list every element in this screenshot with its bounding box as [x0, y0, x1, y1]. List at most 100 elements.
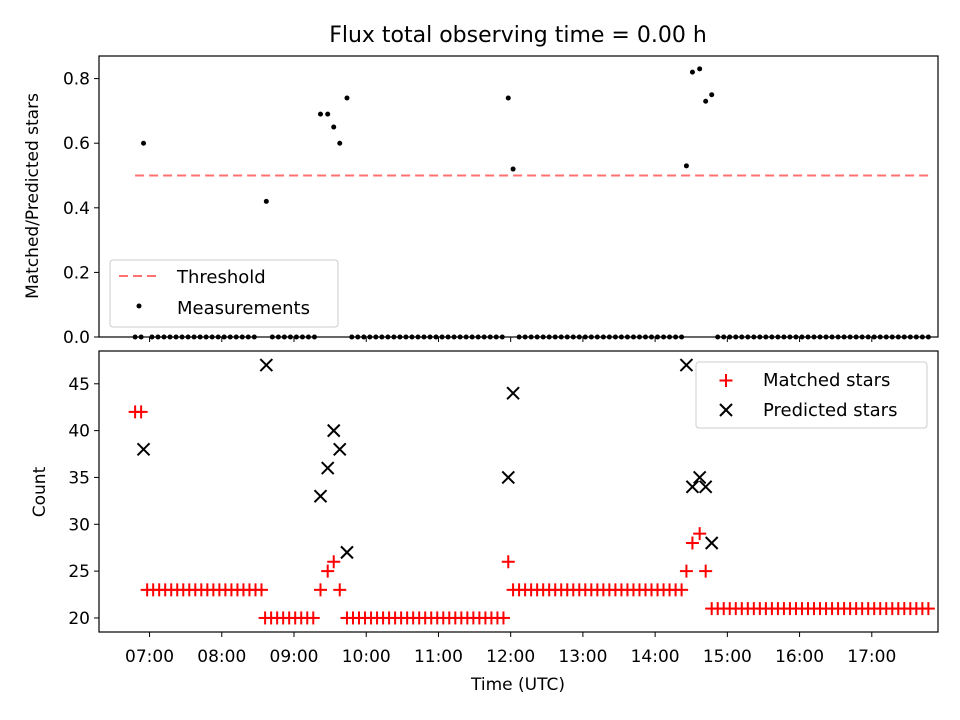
cross-stroke-b	[704, 536, 719, 550]
cross-stroke-b	[313, 489, 328, 503]
y-tick-label: 40	[68, 422, 90, 442]
cross-stroke-b	[321, 461, 335, 475]
matched-star-point	[333, 583, 347, 597]
measurement-point	[344, 95, 350, 101]
legend-measurements-label: Measurements	[177, 298, 310, 319]
predicted-star-point	[313, 489, 328, 503]
x-tick-label: 12:00	[486, 647, 535, 667]
cross-stroke-b	[259, 358, 274, 372]
measurement-point	[689, 69, 695, 75]
top-x-ticks	[149, 337, 873, 342]
bottom-axes-frame	[98, 350, 939, 633]
legend-measurements-swatch	[136, 303, 142, 309]
bottom-legend: Matched stars Predicted stars	[695, 361, 928, 429]
y-tick-label: 0.8	[63, 70, 90, 90]
y-tick-label: 25	[68, 562, 90, 582]
cross-stroke-b	[692, 470, 707, 485]
matched-star-point	[679, 564, 693, 578]
predicted-star-point	[704, 536, 719, 550]
y-tick-label: 0.6	[63, 134, 90, 154]
measurement-point	[325, 111, 331, 117]
measurement-point	[141, 140, 147, 146]
predicted-star-point	[327, 423, 341, 438]
measurement-point	[703, 98, 709, 104]
x-tick-label: 09:00	[270, 647, 319, 667]
matched-star-point	[255, 583, 269, 597]
predicted-star-point	[340, 545, 354, 560]
predicted-star-point	[501, 470, 515, 485]
legend-threshold-label: Threshold	[176, 267, 266, 288]
y-tick-label: 30	[68, 515, 90, 535]
y-tick-label: 35	[68, 468, 90, 488]
measurement-point	[505, 95, 511, 101]
predicted-star-point	[698, 480, 713, 494]
cross-stroke-b	[679, 358, 694, 372]
cross-stroke-b	[333, 442, 347, 457]
matched-star-point	[327, 555, 341, 569]
y-tick-label: 45	[68, 375, 90, 395]
matched-star-point	[313, 583, 327, 597]
matched-star-point	[699, 564, 713, 578]
predicted-star-point	[506, 386, 520, 400]
x-tick-label: 14:00	[631, 647, 680, 667]
legend-predicted-label: Predicted stars	[763, 400, 897, 421]
cross-stroke-b	[340, 545, 354, 560]
matched-star-point	[685, 536, 699, 550]
x-tick-label: 13:00	[558, 647, 607, 667]
predicted-star-point	[333, 442, 347, 457]
count-points	[128, 358, 935, 625]
matched-star-point	[693, 527, 707, 541]
measurement-point	[709, 92, 715, 98]
x-tick-label: 17:00	[847, 647, 896, 667]
x-tick-label: 08:00	[197, 647, 246, 667]
matched-star-point	[321, 564, 335, 578]
matched-star-point	[921, 602, 935, 616]
predicted-star-point	[685, 480, 700, 494]
predicted-star-point	[321, 461, 335, 475]
top-plot-panel: Flux total observing time = 0.00 h Match…	[23, 23, 939, 348]
cross-stroke-b	[685, 480, 700, 494]
measurement-point	[263, 198, 269, 204]
measurement-point	[337, 140, 343, 146]
predicted-star-point	[259, 358, 274, 372]
x-tick-label: 11:00	[414, 647, 463, 667]
y-tick-label: 0.0	[63, 328, 90, 348]
predicted-star-point	[692, 470, 707, 485]
cross-stroke-b	[327, 423, 341, 438]
y-tick-label: 0.4	[63, 199, 90, 219]
legend-matched-swatch	[719, 374, 733, 387]
x-tick-label: 10:00	[342, 647, 391, 667]
x-axis-label: Time (UTC)	[470, 675, 565, 695]
x-tick-label: 16:00	[775, 647, 824, 667]
top-y-ticks: 0.0 0.2 0.4 0.6 0.8	[63, 70, 99, 348]
predicted-star-point	[679, 358, 694, 372]
measurement-point	[331, 124, 337, 130]
y-tick-label: 20	[68, 609, 90, 629]
legend-box	[109, 259, 339, 328]
matched-star-point	[306, 611, 320, 625]
legend-box	[695, 361, 928, 429]
predicted-star-point	[136, 442, 151, 457]
cross-stroke-b	[501, 470, 515, 485]
cross-stroke-b	[698, 480, 713, 494]
cross-stroke-b	[136, 442, 151, 457]
measurement-point	[697, 66, 703, 72]
chart-title: Flux total observing time = 0.00 h	[329, 23, 707, 48]
measurement-point	[510, 166, 516, 172]
measurement-point	[683, 163, 689, 169]
matched-star-point	[501, 555, 515, 569]
bottom-plot-panel: Count Time (UTC) 20 25 30 35 40 45 07:00 08:00…	[30, 350, 939, 695]
cross-stroke-b	[506, 386, 520, 400]
legend-matched-label: Matched stars	[763, 370, 890, 391]
y-tick-label: 0.2	[63, 263, 90, 283]
matched-star-point	[675, 583, 689, 597]
bottom-x-ticks: 07:00 08:00 09:00 10:00 11:00 12:00 13:00 14:00…	[125, 632, 896, 667]
matched-star-point	[134, 405, 148, 419]
top-axes-frame	[98, 55, 939, 338]
top-legend: Threshold Measurements	[109, 259, 339, 328]
top-y-axis-label: Matched/Predicted stars	[23, 93, 43, 299]
legend-predicted-swatch	[719, 403, 733, 417]
matched-star-point	[496, 611, 510, 625]
x-tick-label: 15:00	[703, 647, 752, 667]
